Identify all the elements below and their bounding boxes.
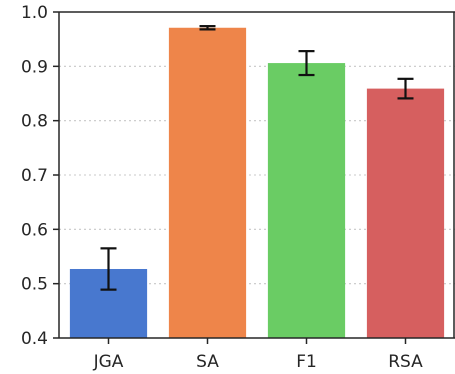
y-tick-label-1.0: 1.0 (21, 3, 48, 23)
x-tick-label-rsa: RSA (388, 352, 423, 372)
x-tick-labels: JGA SA F1 RSA (93, 352, 424, 372)
y-tick-label-0.7: 0.7 (21, 166, 48, 186)
error-bars (100, 25, 414, 291)
x-tick-label-jga: JGA (93, 352, 124, 372)
y-tick-label-0.9: 0.9 (21, 57, 48, 77)
bars (69, 27, 445, 339)
y-tick-label-0.4: 0.4 (21, 329, 48, 349)
y-tick-label-0.6: 0.6 (21, 220, 48, 240)
bar-f1 (267, 63, 346, 338)
x-tick-label-f1: F1 (296, 352, 317, 372)
x-tick-label-sa: SA (196, 352, 219, 372)
y-tick-label-0.8: 0.8 (21, 112, 48, 132)
bar-rsa (366, 88, 445, 338)
bar-sa (168, 27, 247, 339)
y-tick-labels: 0.4 0.5 0.6 0.7 0.8 0.9 1.0 (21, 3, 48, 349)
y-tick-label-0.5: 0.5 (21, 275, 48, 295)
axes (53, 11, 455, 344)
